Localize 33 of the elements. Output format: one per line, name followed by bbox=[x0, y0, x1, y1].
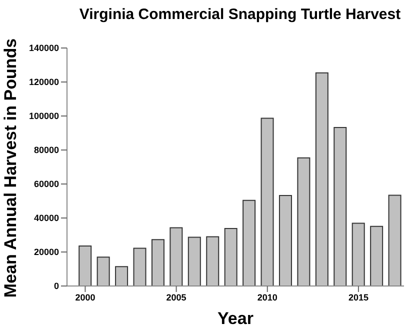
bar bbox=[151, 239, 164, 286]
bar bbox=[133, 248, 146, 286]
bar bbox=[297, 157, 310, 286]
bar bbox=[242, 200, 256, 286]
y-axis-title: Mean Annual Harvest in Pounds bbox=[1, 37, 21, 300]
x-tick-label: 2005 bbox=[166, 292, 186, 302]
bar bbox=[260, 118, 274, 286]
x-tick-label: 2000 bbox=[75, 292, 96, 302]
y-tick-label: 140000 bbox=[28, 43, 59, 54]
chart-title: Virginia Commercial Snapping Turtle Harvest bbox=[78, 6, 402, 23]
bar bbox=[224, 228, 238, 286]
y-tick-label: 40000 bbox=[34, 213, 59, 224]
bar bbox=[370, 226, 384, 286]
bar bbox=[188, 236, 201, 286]
y-tick-label: 20000 bbox=[34, 247, 59, 258]
x-tick-label: 2010 bbox=[257, 292, 278, 302]
x-axis-title: Year bbox=[216, 309, 254, 329]
bar bbox=[388, 194, 402, 286]
bar bbox=[206, 236, 220, 286]
bar bbox=[315, 72, 328, 286]
bar bbox=[352, 222, 365, 286]
bar bbox=[115, 266, 128, 286]
y-tick-label: 80000 bbox=[34, 145, 59, 156]
bar bbox=[96, 256, 110, 286]
bar bbox=[278, 195, 292, 286]
bar bbox=[78, 246, 92, 286]
y-tick-label: 120000 bbox=[28, 77, 59, 88]
y-tick-label: 0 bbox=[54, 281, 59, 292]
bar bbox=[170, 227, 183, 286]
y-tick-label: 100000 bbox=[28, 111, 59, 122]
y-tick-label: 60000 bbox=[34, 179, 59, 190]
bar bbox=[334, 127, 347, 286]
x-tick-label: 2015 bbox=[348, 292, 368, 302]
